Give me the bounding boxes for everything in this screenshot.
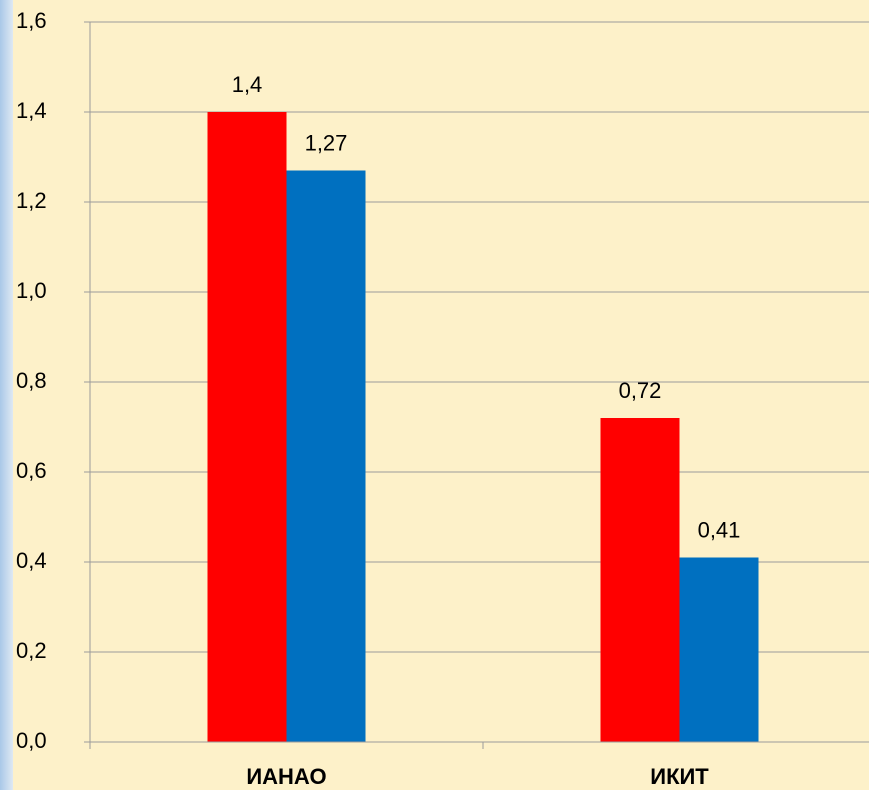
y-tick-label: 0,2 (16, 638, 47, 663)
y-tick-label: 1,0 (16, 278, 47, 303)
y-tick-label: 0,6 (16, 458, 47, 483)
data-label: 1,4 (232, 72, 263, 97)
x-tick-label: ИАНАО (246, 764, 326, 789)
y-tick-label: 0,8 (16, 368, 47, 393)
bar (679, 557, 759, 742)
y-tick-label: 1,6 (16, 8, 47, 33)
data-label: 0,72 (619, 378, 662, 403)
y-tick-label: 0,0 (16, 728, 47, 753)
y-tick-label: 1,4 (16, 98, 47, 123)
data-label: 1,27 (305, 130, 348, 155)
bar (286, 170, 366, 742)
side-strip (0, 0, 13, 790)
bar (207, 112, 287, 742)
y-tick-label: 1,2 (16, 188, 47, 213)
y-tick-label: 0,4 (16, 548, 47, 573)
bar (600, 418, 680, 742)
x-tick-label: ИКИТ (650, 764, 709, 789)
data-label: 0,41 (698, 517, 741, 542)
